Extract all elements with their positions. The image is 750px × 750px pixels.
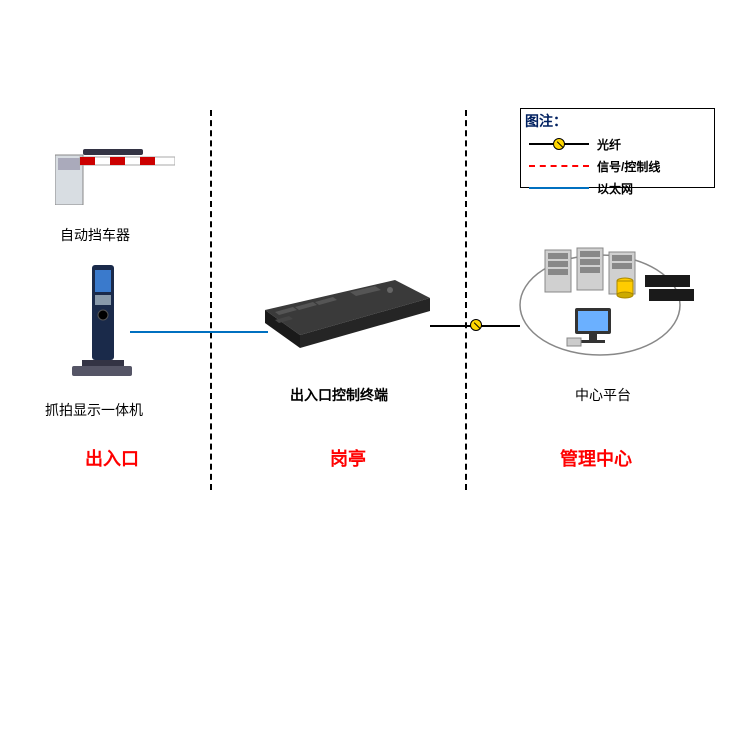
legend-signal-label: 信号/控制线 [597,158,660,175]
legend-ethernet-label: 以太网 [597,180,633,197]
diagram-canvas: 图注： 光纤 信号/控制线 以太网 自动挡车器 [0,0,750,750]
legend-title: 图注： [521,109,714,133]
legend-signal-line [529,165,589,167]
zone-label-booth: 岗亭 [330,445,366,471]
zone-divider-2 [465,110,467,490]
legend-fiber-line [529,143,589,145]
barrier-gate-icon [55,135,175,210]
zone-label-center: 管理中心 [560,445,632,471]
legend-ethernet-line [529,187,589,189]
terminal-label: 出入口控制终端 [290,385,388,405]
camera-unit-icon [72,265,132,390]
legend-fiber-label: 光纤 [597,136,621,153]
fiber-ring-icon [470,319,482,331]
camera-label: 抓拍显示一体机 [45,400,143,420]
center-platform-icon [515,230,695,375]
zone-label-entrance: 出入口 [85,445,139,471]
fiber-ring-icon [553,138,565,150]
barrier-label: 自动挡车器 [60,225,130,245]
zone-divider-1 [210,110,212,490]
control-terminal-icon [265,280,430,355]
legend-row-fiber: 光纤 [521,133,714,155]
legend-row-ethernet: 以太网 [521,177,714,199]
legend-box: 图注： 光纤 信号/控制线 以太网 [520,108,715,188]
platform-label: 中心平台 [575,385,631,405]
ethernet-connection [130,331,268,333]
legend-row-signal: 信号/控制线 [521,155,714,177]
